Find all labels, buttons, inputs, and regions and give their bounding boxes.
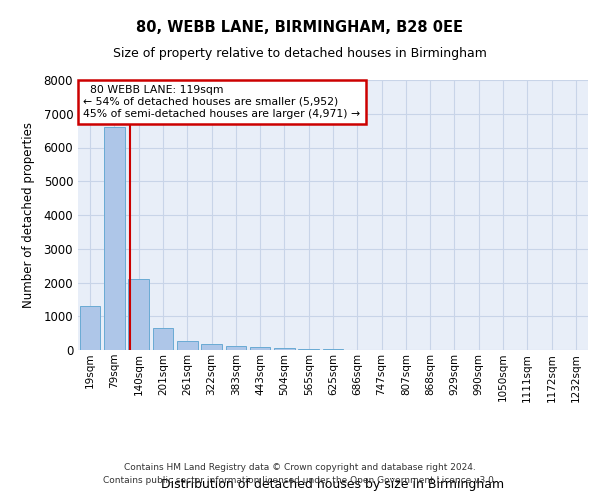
- Bar: [152, 328, 173, 350]
- Text: Size of property relative to detached houses in Birmingham: Size of property relative to detached ho…: [113, 48, 487, 60]
- Text: Contains public sector information licensed under the Open Government Licence v3: Contains public sector information licen…: [103, 476, 497, 485]
- Bar: [80, 306, 100, 350]
- Bar: [201, 344, 222, 350]
- Bar: [250, 348, 271, 350]
- Bar: [298, 348, 319, 350]
- Bar: [177, 340, 197, 350]
- Bar: [274, 348, 295, 350]
- Bar: [226, 346, 246, 350]
- Text: 80 WEBB LANE: 119sqm
← 54% of detached houses are smaller (5,952)
45% of semi-de: 80 WEBB LANE: 119sqm ← 54% of detached h…: [83, 86, 360, 118]
- Text: 80, WEBB LANE, BIRMINGHAM, B28 0EE: 80, WEBB LANE, BIRMINGHAM, B28 0EE: [137, 20, 464, 35]
- Text: Contains HM Land Registry data © Crown copyright and database right 2024.: Contains HM Land Registry data © Crown c…: [124, 464, 476, 472]
- Bar: [104, 127, 125, 350]
- Bar: [323, 348, 343, 350]
- X-axis label: Distribution of detached houses by size in Birmingham: Distribution of detached houses by size …: [161, 478, 505, 491]
- Y-axis label: Number of detached properties: Number of detached properties: [22, 122, 35, 308]
- Bar: [128, 279, 149, 350]
